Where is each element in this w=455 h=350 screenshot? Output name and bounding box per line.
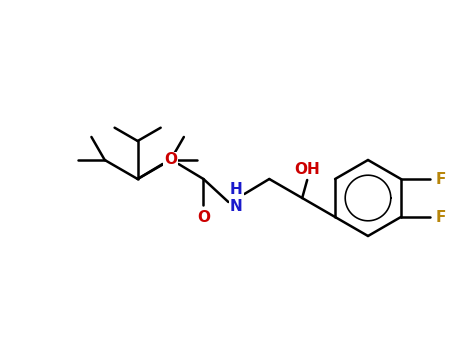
Text: H
N: H N [230,182,243,214]
Text: F: F [436,172,446,187]
Text: O: O [197,210,210,224]
Text: F: F [436,210,446,224]
Text: O: O [164,153,177,168]
Text: OH: OH [294,162,320,177]
